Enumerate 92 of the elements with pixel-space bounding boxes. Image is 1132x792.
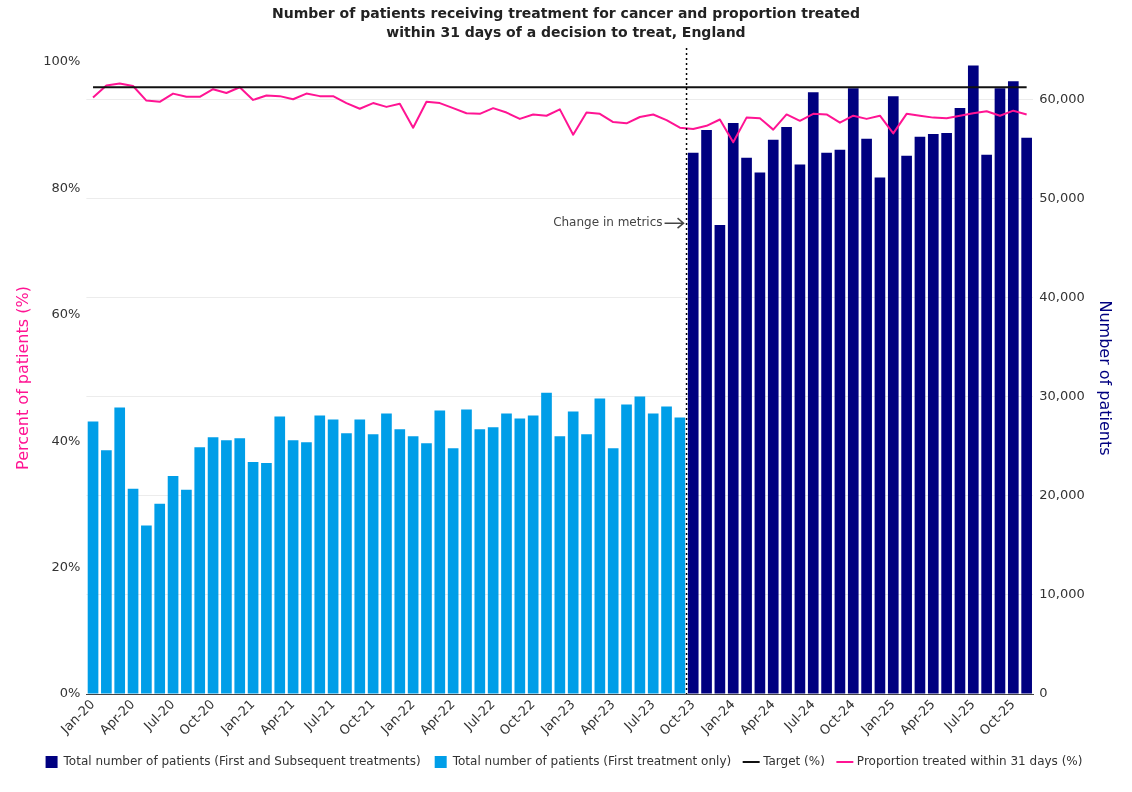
- bar: [234, 438, 246, 694]
- bar: [301, 442, 312, 694]
- bar: [967, 65, 979, 694]
- legend-label: Total number of patients (First treatment only): [451, 754, 732, 769]
- bar: [661, 406, 672, 694]
- y2-tick-label: 0: [1039, 685, 1048, 701]
- bar: [407, 436, 419, 694]
- bar: [501, 413, 512, 694]
- bar: [754, 172, 766, 694]
- bar: [581, 434, 592, 694]
- bar: [994, 88, 1006, 694]
- bar: [194, 447, 206, 694]
- bar: [461, 409, 472, 694]
- legend-label: Target (%): [762, 754, 825, 769]
- bar: [941, 132, 952, 694]
- bar: [127, 488, 139, 694]
- bar: [381, 413, 392, 694]
- bar: [487, 427, 499, 694]
- y-axis-title: Percent of patients (%): [12, 286, 32, 470]
- bar: [474, 429, 486, 694]
- bar: [714, 225, 726, 694]
- bar: [421, 443, 432, 694]
- bar: [1021, 137, 1032, 694]
- bar: [327, 419, 339, 694]
- bar: [794, 164, 806, 694]
- bar: [554, 436, 566, 694]
- bar: [741, 157, 752, 694]
- bar: [314, 415, 326, 694]
- bar: [594, 398, 606, 694]
- bar: [101, 450, 112, 694]
- bar: [287, 440, 299, 694]
- bar: [821, 152, 832, 694]
- chart-title: Number of patients receiving treatment for cancer and proportion treated within 31 days of a decision to treat, England: [271, 4, 861, 42]
- bar: [567, 411, 579, 694]
- bar: [874, 177, 886, 694]
- y-tick-label: 100%: [43, 53, 81, 69]
- ref-line-label: Change in metrics: [553, 215, 663, 230]
- y2-tick-label: 30,000: [1039, 388, 1085, 403]
- bar: [367, 434, 379, 694]
- bar: [767, 139, 779, 694]
- bar: [1007, 81, 1019, 694]
- y2-tick-label: 60,000: [1039, 90, 1085, 106]
- bar: [341, 433, 352, 694]
- bar: [141, 525, 152, 694]
- bar: [514, 418, 526, 694]
- bar: [221, 440, 232, 694]
- y-tick-label: 80%: [51, 179, 81, 195]
- bar: [607, 448, 619, 694]
- bar: [914, 136, 926, 694]
- bar: [847, 88, 859, 694]
- bar: [181, 489, 192, 694]
- legend-label: Total number of patients (First and Subsequent treatments): [62, 754, 421, 769]
- bar: [927, 133, 939, 694]
- y-tick-label: 0%: [59, 685, 81, 701]
- legend-label: Proportion treated within 31 days (%): [856, 754, 1083, 769]
- bar: [541, 392, 552, 694]
- bar: [434, 410, 446, 694]
- bar: [687, 152, 699, 694]
- bar: [861, 138, 872, 694]
- bar: [247, 462, 259, 694]
- bar: [727, 122, 739, 694]
- bar: [87, 421, 99, 694]
- bar: [834, 149, 846, 694]
- bar: [354, 419, 366, 694]
- bar: [674, 417, 686, 694]
- bar: [887, 96, 899, 694]
- bar: [167, 475, 179, 694]
- bar: [901, 155, 912, 694]
- y2-axis-title: Number of patients: [1096, 300, 1116, 456]
- bar: [954, 108, 966, 694]
- bar: [621, 404, 632, 694]
- y2-tick-label: 50,000: [1039, 189, 1085, 205]
- bar: [981, 154, 992, 694]
- bar: [154, 503, 166, 694]
- y-tick-label: 40%: [51, 432, 81, 448]
- y2-tick-label: 10,000: [1039, 586, 1085, 602]
- bar: [701, 129, 712, 694]
- bar: [207, 437, 219, 694]
- y2-tick-label: 20,000: [1039, 487, 1085, 503]
- y2-tick-label: 40,000: [1039, 288, 1085, 304]
- y-tick-label: 60%: [51, 306, 81, 322]
- bar: [394, 429, 406, 694]
- bar: [274, 416, 286, 694]
- bar: [647, 413, 659, 694]
- bar: [527, 415, 539, 694]
- bar: [807, 92, 819, 694]
- bar: [781, 126, 792, 694]
- bar: [447, 448, 459, 694]
- bar: [114, 407, 126, 694]
- bar: [634, 396, 646, 694]
- y-tick-label: 20%: [51, 559, 81, 575]
- bar: [261, 463, 272, 694]
